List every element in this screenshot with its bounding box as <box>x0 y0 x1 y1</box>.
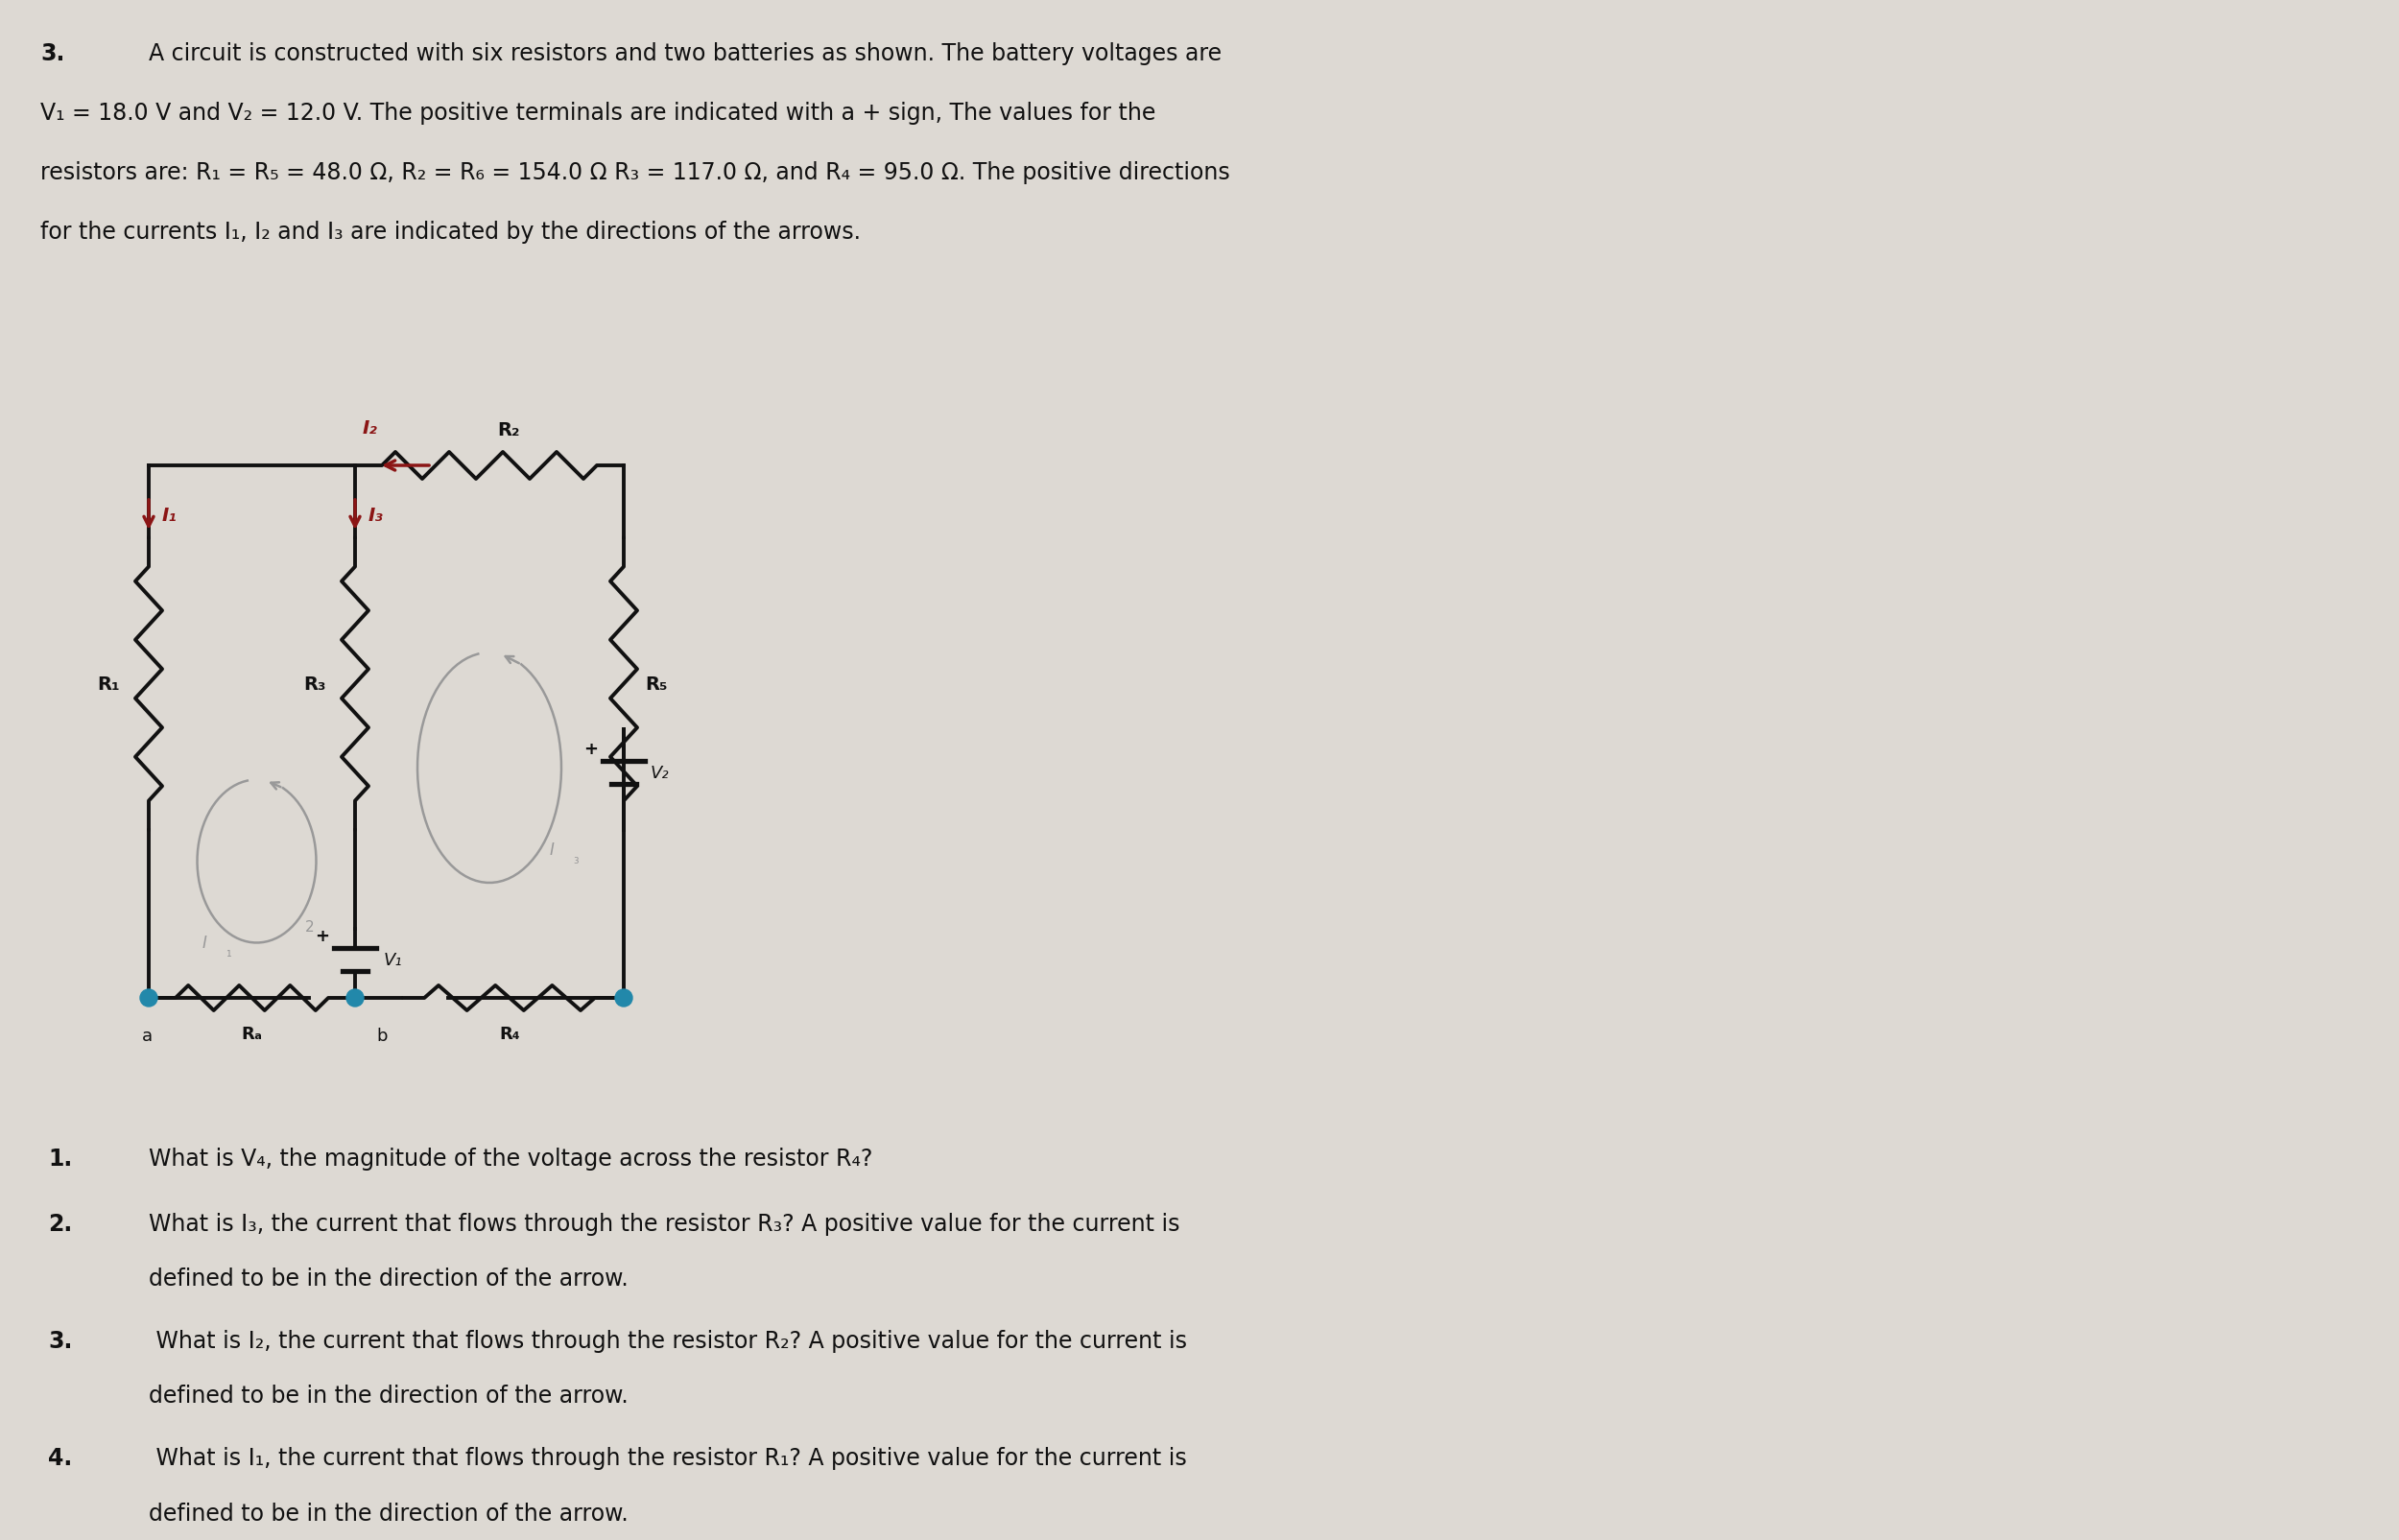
Circle shape <box>614 990 633 1007</box>
Text: What is V₄, the magnitude of the voltage across the resistor R₄?: What is V₄, the magnitude of the voltage… <box>149 1147 873 1170</box>
Text: V₁ = 18.0 V and V₂ = 12.0 V. The positive terminals are indicated with a + sign,: V₁ = 18.0 V and V₂ = 12.0 V. The positiv… <box>41 102 1156 125</box>
Text: What is I₁, the current that flows through the resistor R₁? A positive value for: What is I₁, the current that flows throu… <box>149 1446 1188 1469</box>
Text: R₅: R₅ <box>645 675 667 693</box>
Text: I: I <box>549 841 554 858</box>
Text: defined to be in the direction of the arrow.: defined to be in the direction of the ar… <box>149 1267 629 1291</box>
Text: I₁: I₁ <box>163 507 178 525</box>
Text: R₄: R₄ <box>499 1026 521 1043</box>
Circle shape <box>345 990 365 1007</box>
Text: I₃: I₃ <box>369 507 384 525</box>
Text: 2: 2 <box>305 919 314 933</box>
Text: R₁: R₁ <box>98 675 120 693</box>
Text: V₁: V₁ <box>384 952 403 969</box>
Text: What is I₃, the current that flows through the resistor R₃? A positive value for: What is I₃, the current that flows throu… <box>149 1212 1180 1235</box>
Text: 2.: 2. <box>48 1212 72 1235</box>
Text: a: a <box>142 1027 151 1044</box>
Text: V₂: V₂ <box>650 764 669 781</box>
Text: +: + <box>583 741 597 758</box>
Text: I: I <box>202 935 206 952</box>
Text: I₂: I₂ <box>362 419 377 437</box>
Text: defined to be in the direction of the arrow.: defined to be in the direction of the ar… <box>149 1384 629 1408</box>
Circle shape <box>139 990 158 1007</box>
Text: resistors are: R₁ = R₅ = 48.0 Ω, R₂ = R₆ = 154.0 Ω R₃ = 117.0 Ω, and R₄ = 95.0 Ω: resistors are: R₁ = R₅ = 48.0 Ω, R₂ = R₆… <box>41 162 1231 185</box>
Text: 3.: 3. <box>41 42 65 65</box>
Text: ₁: ₁ <box>226 946 230 959</box>
Text: defined to be in the direction of the arrow.: defined to be in the direction of the ar… <box>149 1502 629 1525</box>
Text: What is I₂, the current that flows through the resistor R₂? A positive value for: What is I₂, the current that flows throu… <box>149 1329 1188 1352</box>
Text: 1.: 1. <box>48 1147 72 1170</box>
Text: R₂: R₂ <box>497 420 521 439</box>
Text: Rₐ: Rₐ <box>242 1026 261 1043</box>
Text: ₃: ₃ <box>573 853 578 865</box>
Text: A circuit is constructed with six resistors and two batteries as shown. The batt: A circuit is constructed with six resist… <box>149 42 1221 65</box>
Text: +: + <box>314 927 329 944</box>
Text: R₃: R₃ <box>305 675 326 693</box>
Text: b: b <box>377 1027 389 1044</box>
Text: for the currents I₁, I₂ and I₃ are indicated by the directions of the arrows.: for the currents I₁, I₂ and I₃ are indic… <box>41 220 861 243</box>
Text: 4.: 4. <box>48 1446 72 1469</box>
Text: 3.: 3. <box>48 1329 72 1352</box>
